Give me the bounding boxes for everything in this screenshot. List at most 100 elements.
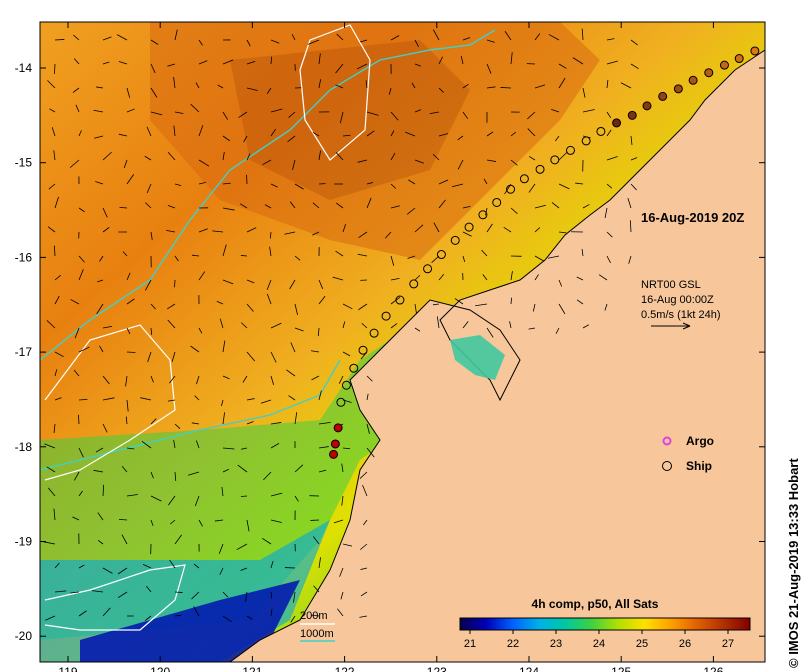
current-arrow [606,255,611,264]
current-arrow [102,227,110,233]
current-arrow [318,469,327,473]
ship-position [642,101,652,111]
current-arrow [222,615,232,623]
current-arrow [53,245,56,257]
current-arrow [147,351,152,363]
current-arrow [150,303,156,310]
current-arrow [126,108,135,113]
sst-warm-core [150,22,600,260]
current-arrow [126,272,131,281]
current-arrow [102,61,110,65]
current-arrow [438,199,446,209]
current-arrow [246,227,257,233]
current-arrow [73,471,80,481]
current-arrow [555,135,560,142]
current-arrow [236,543,248,551]
current-arrow [195,440,200,449]
current-arrow [454,298,464,305]
current-arrow [216,300,224,305]
current-arrow [245,591,248,602]
current-arrow [481,249,488,257]
current-arrow [360,39,368,43]
current-arrow [222,412,226,425]
current-arrow [451,183,464,188]
current-arrow [527,128,536,137]
ship-marker [662,461,672,471]
ship-position [704,68,714,78]
current-arrow [246,279,255,284]
current-arrow [54,590,67,593]
current-arrow [390,35,400,41]
current-arrow [146,183,152,194]
current-arrow [102,207,108,218]
current-arrow [43,541,56,545]
ship-position [673,84,683,94]
current-arrow [102,36,112,41]
current-arrow [53,423,56,433]
current-arrow [462,205,471,209]
current-arrow [390,130,395,137]
current-arrow [53,508,56,521]
current-arrow [238,111,248,118]
current-product-name: NRT00 GSL [641,279,701,291]
current-arrow [222,375,230,380]
legend-argo: Argo [662,434,714,448]
current-arrow [270,39,280,44]
current-arrow [54,196,59,209]
current-arrow [438,133,449,137]
current-arrow [198,159,210,167]
current-arrow [289,279,296,290]
current-arrow [166,229,176,233]
current-arrow [126,327,131,335]
current-arrow [45,615,56,621]
current-arrow [95,181,104,185]
current-arrow [318,279,324,289]
current-arrow [486,327,494,338]
current-arrow [581,248,584,257]
current-arrow [270,560,274,569]
current-arrow [310,350,320,353]
current-arrow [558,77,566,89]
current-arrow [150,519,154,526]
current-arrow [119,206,128,209]
current-arrow [102,375,110,385]
current-arrow [73,369,80,377]
current-arrow [572,57,584,65]
current-arrow [294,255,301,261]
current-arrow [125,375,128,387]
current-arrow [429,111,440,114]
current-arrow [240,567,248,571]
current-arrow [504,31,512,41]
isobath-200-label: 200m [300,610,328,622]
current-arrow [54,369,58,377]
current-arrow [362,484,368,497]
current-arrow [318,53,321,65]
current-arrow [291,34,296,41]
current-arrow [366,393,369,401]
current-arrow [150,375,154,383]
current-arrow [390,183,397,189]
current-arrow [167,399,176,402]
current-arrow [219,318,224,329]
current-arrow [54,351,64,358]
current-arrow [341,463,344,473]
current-arrow [318,295,326,305]
ship-position [535,164,545,174]
current-arrow [246,519,250,532]
current-arrow [575,182,584,185]
current-arrow [341,495,344,506]
current-arrow [243,135,248,143]
current-arrow [78,207,85,213]
current-arrow [357,253,368,257]
current-arrow [630,135,633,145]
current-arrow [388,87,392,95]
colorbar-tick-label: 21 [464,638,476,650]
isobath-1000 [40,29,496,361]
current-arrow [366,182,373,185]
current-arrow [174,471,177,481]
current-arrow [222,135,231,142]
current-arrow [122,251,128,257]
current-arrow [240,255,248,257]
current-arrow [294,495,299,502]
current-arrow [72,516,80,521]
